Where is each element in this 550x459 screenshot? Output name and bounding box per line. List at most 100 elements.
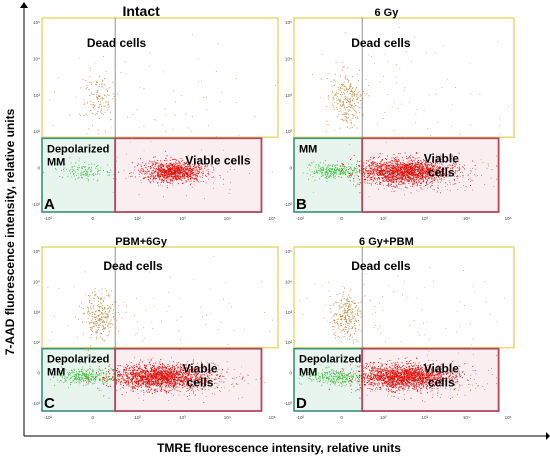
scatter-point <box>353 184 355 186</box>
scatter-point <box>428 174 430 176</box>
scatter-point <box>166 185 168 187</box>
scatter-point <box>178 169 180 171</box>
scatter-point <box>412 171 413 173</box>
scatter-point <box>407 161 409 163</box>
scatter-point <box>146 173 147 175</box>
scatter-point <box>379 166 381 168</box>
scatter-point <box>183 175 185 177</box>
scatter-point <box>112 81 114 83</box>
scatter-point <box>113 301 115 303</box>
scatter-point <box>165 157 166 159</box>
scatter-point <box>379 170 381 172</box>
scatter-point <box>101 99 103 101</box>
scatter-point <box>434 176 436 179</box>
scatter-point <box>147 175 149 177</box>
scatter-point <box>393 166 396 168</box>
figure-y-axis-title: 7-AAD fluorescence intensity, relative u… <box>3 108 17 355</box>
scatter-point <box>155 119 157 121</box>
scatter-point <box>180 172 182 174</box>
scatter-point <box>135 364 138 366</box>
scatter-point <box>157 175 159 177</box>
scatter-point <box>87 180 89 182</box>
scatter-point <box>108 293 110 295</box>
scatter-point <box>165 131 167 132</box>
scatter-point <box>393 178 395 180</box>
scatter-point <box>382 172 384 174</box>
scatter-point <box>213 169 215 171</box>
scatter-point <box>408 176 410 178</box>
scatter-point <box>442 172 444 174</box>
scatter-point <box>411 156 413 158</box>
scatter-point <box>341 105 343 108</box>
scatter-point <box>409 177 412 179</box>
scatter-point <box>417 176 420 178</box>
scatter-point <box>80 87 82 89</box>
scatter-point <box>390 179 393 181</box>
scatter-point <box>340 87 342 89</box>
scatter-point <box>346 120 348 122</box>
scatter-point <box>407 170 409 172</box>
scatter-point <box>329 176 331 178</box>
scatter-point <box>357 105 359 107</box>
scatter-point <box>362 169 364 171</box>
scatter-point <box>88 174 90 176</box>
scatter-point <box>376 166 378 168</box>
scatter-point <box>357 117 359 119</box>
scatter-point <box>115 178 117 180</box>
scatter-point <box>399 173 401 175</box>
scatter-point <box>395 183 397 185</box>
scatter-point <box>142 169 144 171</box>
figure-x-axis-title: TMRE fluorescence intensity, relative un… <box>157 441 401 455</box>
scatter-point <box>441 168 443 170</box>
scatter-point <box>139 127 141 129</box>
scatter-point <box>398 174 400 176</box>
scatter-point <box>363 162 365 164</box>
scatter-point <box>88 374 90 376</box>
scatter-point <box>330 172 332 174</box>
scatter-point <box>167 181 169 184</box>
scatter-point <box>244 329 246 331</box>
scatter-point <box>153 305 155 307</box>
scatter-point <box>173 163 175 165</box>
scatter-point <box>112 177 114 179</box>
scatter-point <box>410 192 412 194</box>
scatter-point <box>111 127 113 129</box>
scatter-point <box>68 373 70 375</box>
scatter-point <box>172 183 174 185</box>
scatter-point <box>381 172 383 174</box>
scatter-point <box>347 78 349 80</box>
x-tick-label: 10⁴ <box>224 216 231 221</box>
scatter-point <box>425 165 427 168</box>
y-tick-label: -10² <box>32 202 41 207</box>
scatter-point <box>332 96 334 98</box>
scatter-point <box>322 166 324 168</box>
scatter-point <box>333 99 335 101</box>
scatter-point <box>418 170 421 172</box>
scatter-point <box>387 165 389 167</box>
scatter-point <box>188 171 190 173</box>
scatter-point <box>206 166 208 168</box>
scatter-point <box>373 161 375 163</box>
scatter-point <box>464 190 466 191</box>
scatter-point <box>399 168 401 170</box>
scatter-point <box>415 165 417 167</box>
scatter-point <box>422 165 423 167</box>
scatter-point <box>350 106 352 108</box>
scatter-point <box>159 176 161 179</box>
scatter-point <box>431 168 434 170</box>
scatter-point <box>71 371 73 373</box>
scatter-point <box>345 112 347 114</box>
scatter-point <box>409 173 411 175</box>
scatter-point <box>159 174 161 176</box>
scatter-point <box>211 176 213 179</box>
scatter-point <box>152 177 155 179</box>
scatter-point <box>178 297 180 299</box>
scatter-point <box>97 106 99 109</box>
scatter-point <box>373 156 375 158</box>
scatter-point <box>458 170 460 172</box>
scatter-point <box>329 168 331 170</box>
scatter-point <box>455 183 457 185</box>
scatter-point <box>83 174 85 176</box>
scatter-point <box>160 167 163 169</box>
scatter-point <box>155 178 156 179</box>
